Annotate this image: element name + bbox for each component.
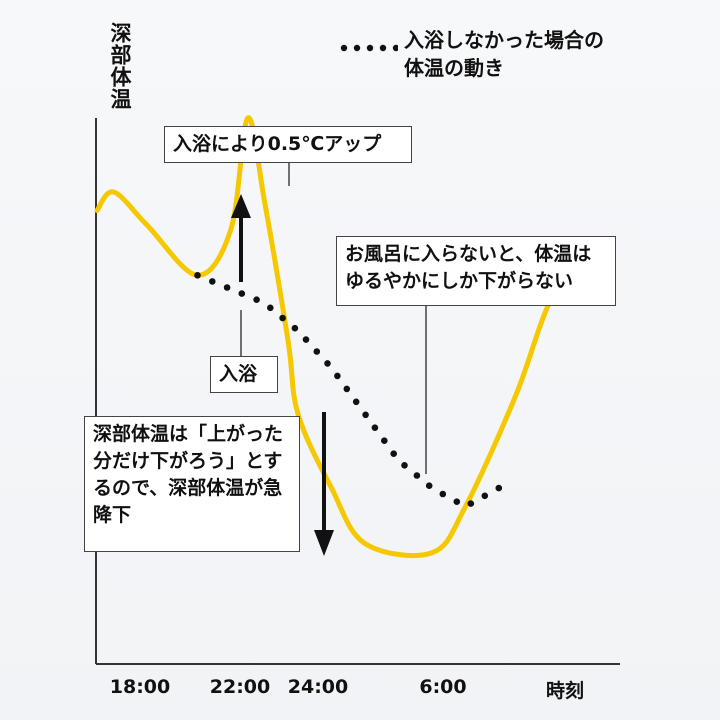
dot-point: [453, 498, 461, 506]
dot-point: [390, 450, 398, 458]
dot-point: [238, 290, 246, 297]
dot-point: [425, 482, 433, 490]
annotation-no-bath: お風呂に入らないと、体温はゆるやかにしか下がらない: [336, 236, 616, 306]
dot-point: [334, 372, 341, 380]
x-tick-label: 18:00: [109, 676, 171, 698]
dot-point: [467, 500, 475, 507]
dot-point: [481, 492, 489, 500]
down-arrow-head: [314, 530, 334, 556]
dot-point: [495, 484, 503, 492]
arrows: [231, 194, 334, 556]
dot-point: [313, 348, 321, 355]
series-line-bath: [94, 115, 586, 558]
x-tick-label: 24:00: [287, 676, 349, 698]
dot-point: [401, 462, 408, 469]
series-dots-no-bath: [194, 272, 503, 507]
legend: 入浴しなかった場合の体温の動き: [338, 26, 614, 82]
dot-point: [371, 424, 379, 432]
dot-point: [253, 296, 260, 304]
dot-point: [362, 411, 369, 419]
dot-point: [439, 490, 447, 498]
legend-dots-icon: [340, 44, 398, 52]
dot-point: [302, 336, 310, 343]
annotation-drop: 深部体温は「上がった分だけ下がろう」とするので、深部体温が急降下: [84, 416, 300, 552]
annotation-bath: 入浴: [210, 356, 278, 393]
dot-point: [209, 278, 216, 285]
y-axis-title: 深部体温: [108, 22, 132, 110]
legend-label: 入浴しなかった場合の体温の動き: [404, 28, 604, 80]
dot-point: [223, 284, 231, 291]
dot-point: [291, 324, 299, 332]
dot-point: [324, 360, 331, 367]
dot-point: [352, 398, 360, 406]
up-arrow-head: [231, 194, 251, 218]
x-tick-label: 22:00: [209, 676, 271, 698]
dot-point: [194, 272, 201, 279]
x-axis-title: 時刻: [546, 680, 585, 702]
annotation-rise: 入浴により0.5℃アップ: [164, 126, 412, 163]
x-tick-label: 6:00: [419, 676, 467, 698]
dot-point: [413, 472, 421, 479]
callout-leaders: [240, 162, 427, 474]
dot-point: [381, 437, 388, 445]
dot-point: [343, 385, 351, 393]
dot-point: [267, 304, 274, 312]
dot-point: [279, 314, 286, 322]
